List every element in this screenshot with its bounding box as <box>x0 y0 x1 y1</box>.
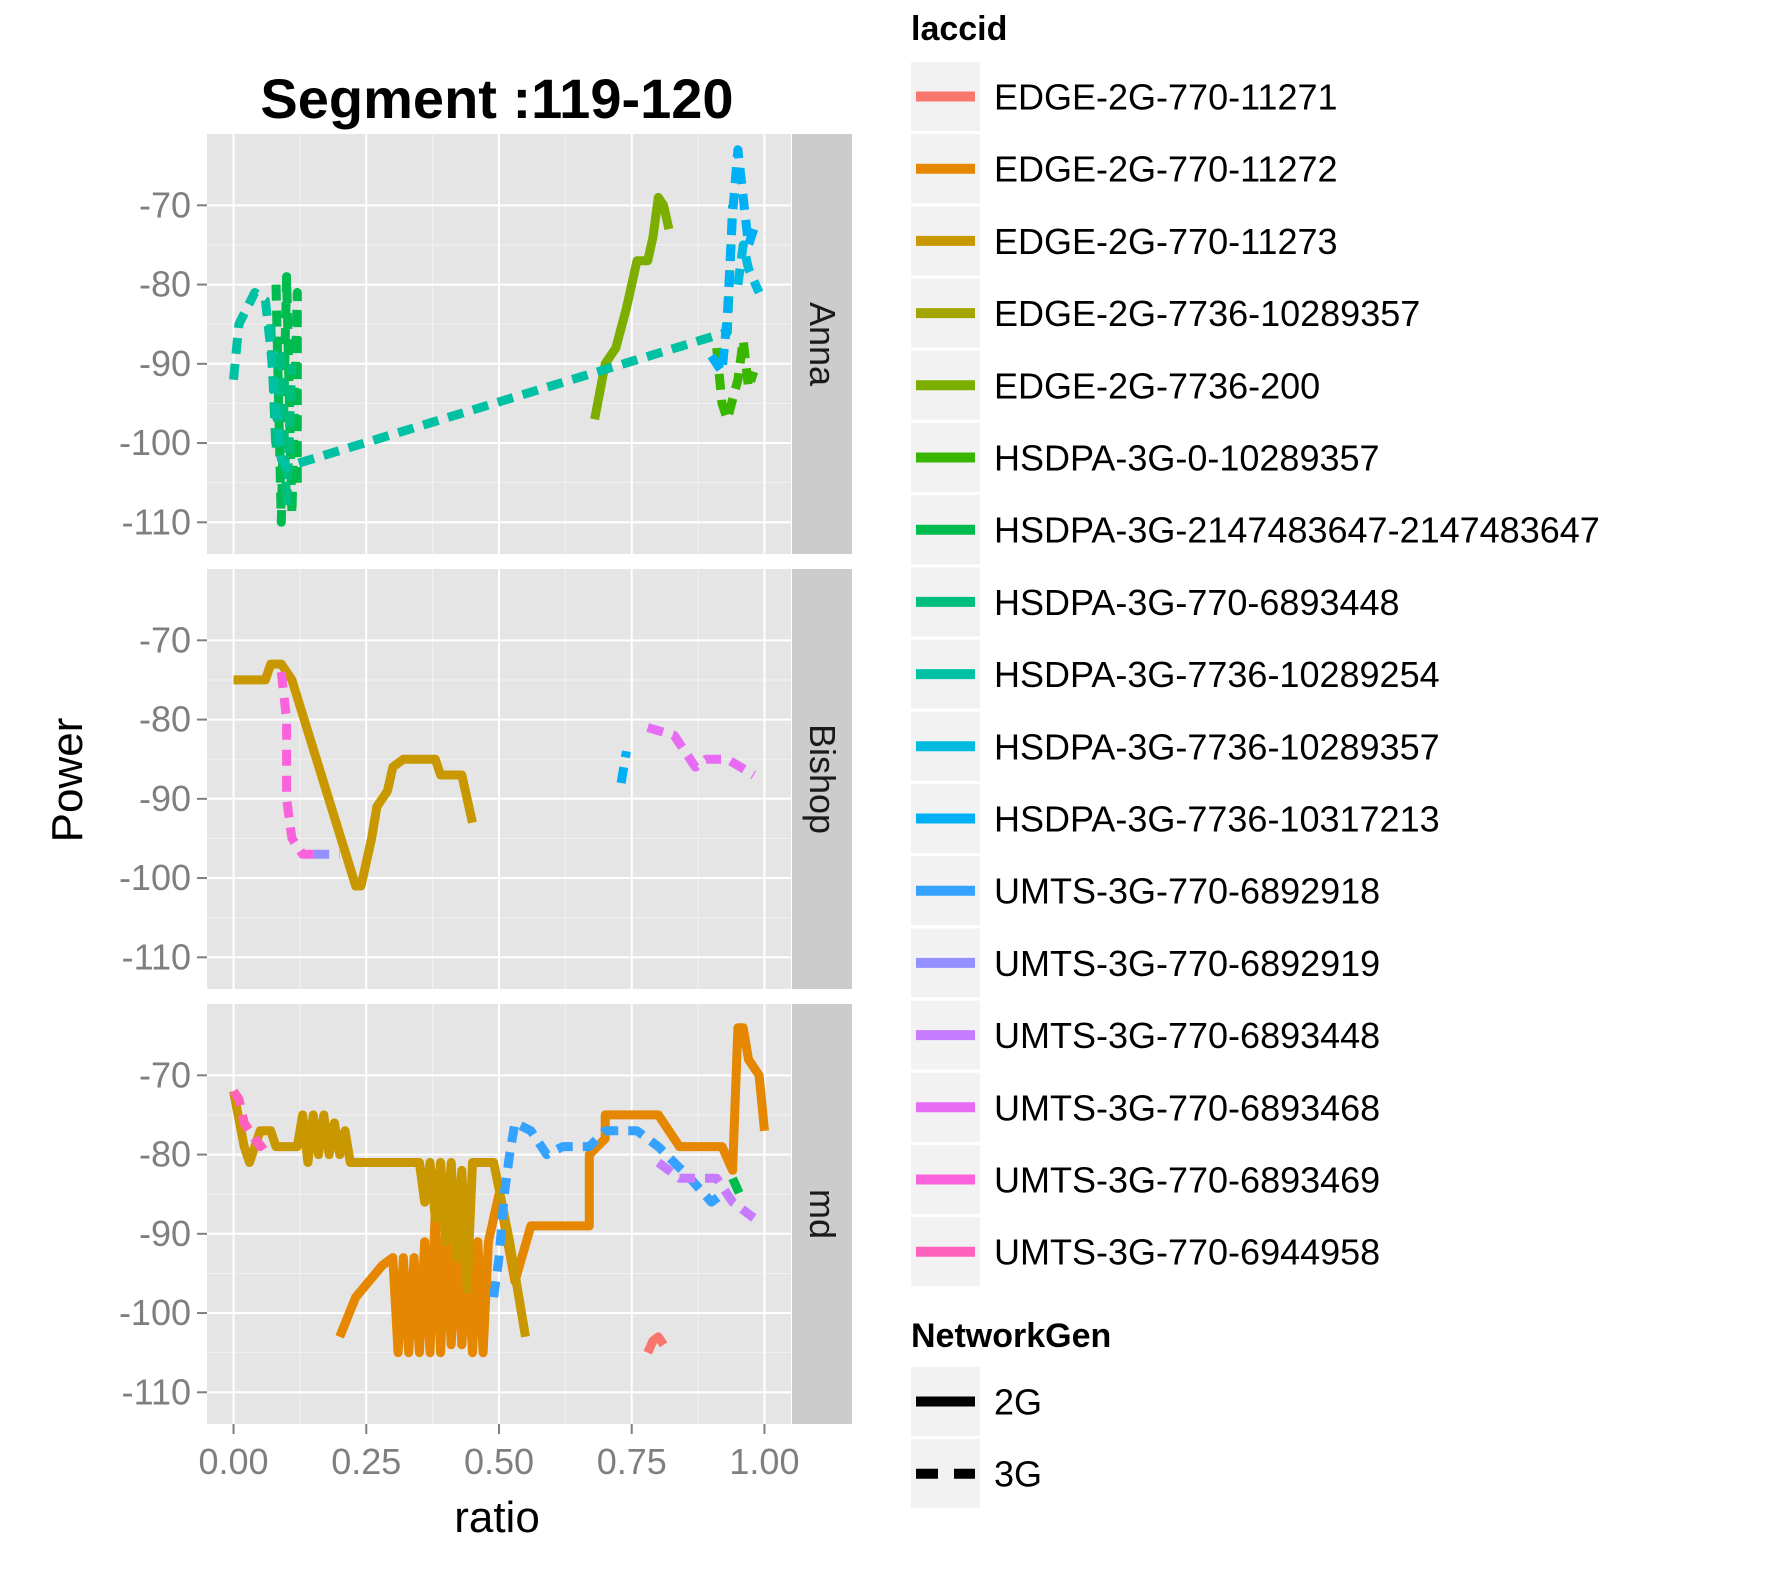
legend-label: UMTS-3G-770-6893468 <box>994 1087 1380 1128</box>
legend-label: EDGE-2G-7736-200 <box>994 365 1320 406</box>
series-line-hsdpa-3g-2147483647-2147483647 <box>728 1176 748 1204</box>
y-tick-label: -70 <box>139 619 191 660</box>
series-line-edge-2g-770-11272 <box>335 1023 769 1358</box>
series-line-umts-3g-770-6944958 <box>229 1088 274 1152</box>
legend-item-edge-2g-7736-200: EDGE-2G-7736-200 <box>911 350 1320 420</box>
facet-panel-anna: -70 -80 -90 -100 -110 Anna <box>119 134 852 554</box>
legend-item-hsdpa-3g-7736-10317213: HSDPA-3G-7736-10317213 <box>911 784 1440 853</box>
y-tick-label: -100 <box>119 1292 191 1333</box>
legend-item-hsdpa-3g-770-6893448: HSDPA-3G-770-6893448 <box>911 567 1400 637</box>
legend-label: HSDPA-3G-7736-10289254 <box>994 654 1440 695</box>
y-tick-label: -70 <box>139 1054 191 1095</box>
legend-item-hsdpa-3g-7736-10289254: HSDPA-3G-7736-10289254 <box>911 639 1440 709</box>
series-line-edge-2g-770-11273 <box>229 1090 530 1338</box>
y-tick-label: -110 <box>122 1371 191 1412</box>
legend-label: HSDPA-3G-2147483647-2147483647 <box>994 510 1600 551</box>
legend-label: HSDPA-3G-770-6893448 <box>994 582 1400 623</box>
legend-item-hsdpa-3g-2147483647-2147483647: HSDPA-3G-2147483647-2147483647 <box>911 495 1600 565</box>
legend-item-umts-3g-770-6893468: UMTS-3G-770-6893468 <box>911 1072 1380 1142</box>
facet-strip-label: Bishop <box>802 724 843 834</box>
series-line-umts-3g-770-6893468 <box>646 723 757 779</box>
series-line-edge-2g-770-11271 <box>643 1332 668 1355</box>
legend-label: 2G <box>994 1382 1042 1423</box>
x-tick-label: 0.75 <box>597 1441 667 1482</box>
facet-panels: -70 -80 -90 -100 -110 Anna -70 -80 -90 -100 -110 Bi… <box>119 134 852 1482</box>
series-line-hsdpa-3g-0-10289357 <box>712 335 759 424</box>
legend-label: UMTS-3G-770-6892919 <box>994 943 1380 984</box>
facet-panel-md: -70 -80 -90 -100 -110 md <box>119 1004 852 1424</box>
x-tick-label: 0.25 <box>331 1441 401 1482</box>
facet-panel-bishop: -70 -80 -90 -100 -110 Bishop <box>119 569 852 989</box>
facet-strip <box>792 134 852 554</box>
series-line-hsdpa-3g-7736-10289254 <box>229 205 738 472</box>
series-lines <box>229 1023 769 1358</box>
legend-item-umts-3g-770-6893448: UMTS-3G-770-6893448 <box>911 1000 1380 1070</box>
chart-title: Segment :119-120 <box>260 67 733 130</box>
y-tick-label: -110 <box>122 936 191 977</box>
legend-title-laccid: laccid <box>911 10 1007 48</box>
legend: laccid EDGE-2G-770-11271 EDGE-2G-770-11272… <box>911 10 1600 1509</box>
facet-strip-label: md <box>802 1189 843 1239</box>
legend-label: 3G <box>994 1454 1042 1495</box>
y-tick-label: -90 <box>139 1213 191 1254</box>
legend-item-umts-3g-770-6944958: UMTS-3G-770-6944958 <box>911 1217 1380 1287</box>
series-line-edge-2g-7736-200 <box>590 192 674 421</box>
y-tick-label: -80 <box>139 264 191 305</box>
legend-label: UMTS-3G-770-6944958 <box>994 1232 1380 1273</box>
legend-item-edge-2g-770-11271: EDGE-2G-770-11271 <box>911 62 1338 131</box>
y-tick-label: -80 <box>139 699 191 740</box>
y-tick-label: -70 <box>139 184 191 225</box>
x-axis: 0.00 0.25 0.50 0.75 1.00 <box>199 1424 799 1482</box>
y-tick-label: -100 <box>119 422 191 463</box>
y-tick-label: -90 <box>139 778 191 819</box>
y-tick-label: -80 <box>139 1134 191 1175</box>
legend-label: UMTS-3G-770-6892918 <box>994 871 1380 912</box>
series-line-umts-3g-770-6893469 <box>276 671 314 859</box>
series-lines <box>233 659 757 891</box>
x-tick-label: 0.50 <box>464 1441 534 1482</box>
legend-item-3g: 3G <box>911 1439 1042 1509</box>
legend-item-hsdpa-3g-0-10289357: HSDPA-3G-0-10289357 <box>911 423 1380 492</box>
facet-strip-label: Anna <box>802 302 843 387</box>
legend-item-umts-3g-770-6892919: UMTS-3G-770-6892919 <box>911 928 1380 998</box>
x-axis-title: ratio <box>454 1493 540 1542</box>
series-line-edge-2g-770-11273 <box>233 659 477 891</box>
legend-label: UMTS-3G-770-6893448 <box>994 1015 1380 1056</box>
legend-item-edge-2g-770-11272: EDGE-2G-770-11272 <box>911 134 1338 204</box>
legend-title-networkgen: NetworkGen <box>911 1317 1111 1355</box>
legend-label: EDGE-2G-7736-10289357 <box>994 293 1420 334</box>
legend-label: HSDPA-3G-7736-10289357 <box>994 726 1440 767</box>
y-tick-label: -90 <box>139 343 191 384</box>
facet-strip <box>792 1004 852 1424</box>
legend-item-edge-2g-770-11273: EDGE-2G-770-11273 <box>911 206 1338 276</box>
legend-label: EDGE-2G-770-11272 <box>994 149 1338 190</box>
legend-label: EDGE-2G-770-11273 <box>994 221 1338 262</box>
legend-label: UMTS-3G-770-6893469 <box>994 1160 1380 1201</box>
legend-label: HSDPA-3G-0-10289357 <box>994 438 1380 479</box>
legend-item-2g: 2G <box>911 1367 1042 1436</box>
series-line-hsdpa-3g-7736-10317213 <box>707 145 759 377</box>
series-line-umts-3g-770-6893448 <box>655 1158 757 1222</box>
y-tick-label: -110 <box>122 501 191 542</box>
series-line-hsdpa-3g-7736-10317213 <box>616 750 631 784</box>
series-line-hsdpa-3g-7736-10289357 <box>733 240 764 295</box>
y-axis-title: Power <box>43 718 92 843</box>
legend-item-edge-2g-7736-10289357: EDGE-2G-7736-10289357 <box>911 278 1420 348</box>
legend-label: HSDPA-3G-7736-10317213 <box>994 799 1440 840</box>
x-tick-label: 0.00 <box>199 1441 269 1482</box>
facet-strip <box>792 569 852 989</box>
legend-item-umts-3g-770-6892918: UMTS-3G-770-6892918 <box>911 856 1380 926</box>
legend-label: EDGE-2G-770-11271 <box>994 77 1338 118</box>
legend-item-umts-3g-770-6893469: UMTS-3G-770-6893469 <box>911 1145 1380 1214</box>
x-tick-label: 1.00 <box>729 1441 799 1482</box>
series-lines <box>229 145 764 527</box>
legend-item-hsdpa-3g-7736-10289357: HSDPA-3G-7736-10289357 <box>911 711 1440 781</box>
y-tick-label: -100 <box>119 857 191 898</box>
